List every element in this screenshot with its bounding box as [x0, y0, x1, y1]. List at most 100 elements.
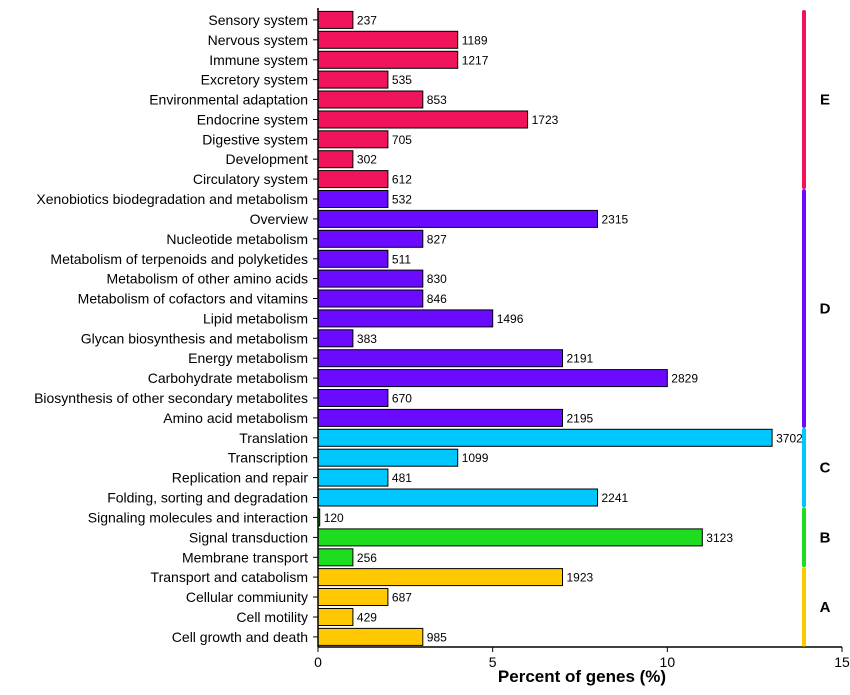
bar-metabolism-of-terpenoids-and-polyketides	[317, 249, 389, 268]
x-tick-label-10: 10	[660, 654, 676, 670]
bar-nervous-system	[317, 30, 459, 49]
category-label-nervous-system: Nervous system	[208, 32, 308, 48]
category-label-cell-motility: Cell motility	[236, 609, 308, 625]
category-label-cellular-commiunity: Cellular commiunity	[186, 589, 308, 605]
value-label-metabolism-of-cofactors-and-vitamins: 846	[427, 292, 447, 306]
bar-excretory-system	[317, 70, 389, 89]
bar-digestive-system	[317, 130, 389, 149]
category-label-endocrine-system: Endocrine system	[197, 112, 308, 128]
category-label-replication-and-repair: Replication and repair	[172, 470, 309, 486]
value-label-signaling-molecules-and-interaction: 120	[324, 511, 344, 525]
bar-lipid-metabolism	[317, 309, 494, 328]
value-label-folding-sorting-and-degradation: 2241	[602, 491, 629, 505]
value-label-excretory-system: 535	[392, 73, 412, 87]
value-label-nervous-system: 1189	[462, 33, 488, 47]
value-label-cell-growth-and-death: 985	[427, 630, 447, 644]
bar-glycan-biosynthesis-and-metabolism	[317, 329, 354, 348]
bar-environmental-adaptation	[317, 90, 424, 109]
group-label-c: C	[820, 460, 831, 477]
value-label-metabolism-of-other-amino-acids: 830	[427, 272, 447, 286]
value-label-transport-and-catabolism: 1923	[567, 571, 594, 585]
category-labels-layer: Sensory system Nervous system Immune syste…	[34, 12, 309, 645]
bar-metabolism-of-cofactors-and-vitamins	[317, 289, 424, 308]
bar-transcription	[317, 448, 459, 467]
x-tick-label-15: 15	[834, 654, 850, 670]
group-label-b: B	[820, 529, 831, 546]
value-label-glycan-biosynthesis-and-metabolism: 383	[357, 332, 377, 346]
axes-layer: 0 5 10 15	[313, 8, 850, 670]
bar-amino-acid-metabolism	[317, 408, 563, 427]
value-label-endocrine-system: 1723	[532, 113, 559, 127]
x-tick-label-0: 0	[314, 654, 322, 670]
value-label-translation: 3702	[776, 431, 803, 445]
bar-development	[317, 150, 354, 169]
value-label-cell-motility: 429	[357, 611, 377, 625]
group-brackets-layer: E D C B A	[802, 10, 831, 647]
category-label-membrane-transport: Membrane transport	[182, 549, 308, 565]
bar-endocrine-system	[317, 110, 529, 129]
value-label-immune-system: 1217	[462, 53, 489, 67]
value-label-signal-transduction: 3123	[706, 531, 733, 545]
value-label-xenobiotics-biodegradation-and-metabolism: 532	[392, 193, 412, 207]
category-label-sensory-system: Sensory system	[208, 12, 308, 28]
value-label-biosynthesis-of-other-secondary-metabolites: 670	[392, 392, 412, 406]
category-label-lipid-metabolism: Lipid metabolism	[203, 310, 308, 326]
bar-xenobiotics-biodegradation-and-metabolism	[317, 190, 389, 208]
category-label-transcription: Transcription	[228, 450, 308, 466]
category-label-environmental-adaptation: Environmental adaptation	[149, 92, 308, 108]
category-label-digestive-system: Digestive system	[202, 131, 308, 147]
category-label-xenobiotics-biodegradation-and-metabolism: Xenobiotics biodegradation and metabolis…	[36, 191, 308, 207]
bar-metabolism-of-other-amino-acids	[317, 269, 424, 288]
value-label-nucleotide-metabolism: 827	[427, 232, 447, 246]
bar-overview	[317, 209, 598, 228]
category-label-folding-sorting-and-degradation: Folding, sorting and degradation	[107, 490, 308, 506]
value-label-replication-and-repair: 481	[392, 471, 412, 485]
category-label-metabolism-of-other-amino-acids: Metabolism of other amino acids	[106, 271, 308, 287]
category-label-glycan-biosynthesis-and-metabolism: Glycan biosynthesis and metabolism	[81, 330, 308, 346]
bar-circulatory-system	[317, 170, 389, 189]
bar-biosynthesis-of-other-secondary-metabolites	[317, 389, 389, 407]
category-label-biosynthesis-of-other-secondary-metabolites: Biosynthesis of other secondary metaboli…	[34, 390, 308, 406]
bar-immune-system	[317, 50, 459, 69]
category-label-metabolism-of-cofactors-and-vitamins: Metabolism of cofactors and vitamins	[78, 291, 308, 307]
bar-signal-transduction	[317, 528, 703, 547]
x-tick-label-5: 5	[489, 654, 497, 670]
category-label-transport-and-catabolism: Transport and catabolism	[151, 569, 308, 585]
value-label-membrane-transport: 256	[357, 551, 377, 565]
value-label-development: 302	[357, 153, 377, 167]
bar-folding-sorting-and-degradation	[317, 488, 598, 507]
category-label-development: Development	[226, 151, 309, 167]
value-label-carbohydrate-metabolism: 2829	[671, 372, 698, 386]
x-axis-title: Percent of genes (%)	[498, 667, 666, 686]
value-label-overview: 2315	[602, 212, 629, 226]
value-label-amino-acid-metabolism: 2195	[567, 411, 594, 425]
category-label-circulatory-system: Circulatory system	[193, 171, 308, 187]
bar-carbohydrate-metabolism	[317, 369, 668, 388]
bar-transport-and-catabolism	[317, 568, 563, 587]
category-label-signal-transduction: Signal transduction	[189, 529, 308, 545]
value-label-lipid-metabolism: 1496	[497, 312, 524, 326]
bar-energy-metabolism	[317, 349, 563, 368]
bar-sensory-system	[317, 10, 354, 29]
value-label-metabolism-of-terpenoids-and-polyketides: 511	[392, 252, 411, 266]
bar-cell-growth-and-death	[317, 627, 424, 646]
value-label-transcription: 1099	[462, 451, 489, 465]
category-label-nucleotide-metabolism: Nucleotide metabolism	[166, 231, 308, 247]
category-label-energy-metabolism: Energy metabolism	[188, 350, 308, 366]
value-label-circulatory-system: 612	[392, 173, 412, 187]
category-label-excretory-system: Excretory system	[201, 72, 308, 88]
category-label-cell-growth-and-death: Cell growth and death	[172, 629, 308, 645]
value-label-cellular-commiunity: 687	[392, 591, 412, 605]
bar-membrane-transport	[317, 548, 354, 567]
category-label-signaling-molecules-and-interaction: Signaling molecules and interaction	[88, 509, 308, 525]
bar-nucleotide-metabolism	[317, 229, 424, 248]
bar-translation	[317, 428, 773, 447]
category-label-carbohydrate-metabolism: Carbohydrate metabolism	[148, 370, 308, 386]
category-label-amino-acid-metabolism: Amino acid metabolism	[163, 410, 308, 426]
value-label-digestive-system: 705	[392, 133, 412, 147]
category-label-immune-system: Immune system	[209, 52, 308, 68]
category-label-metabolism-of-terpenoids-and-polyketides: Metabolism of terpenoids and polyketides	[50, 251, 308, 267]
bar-cell-motility	[317, 608, 354, 626]
